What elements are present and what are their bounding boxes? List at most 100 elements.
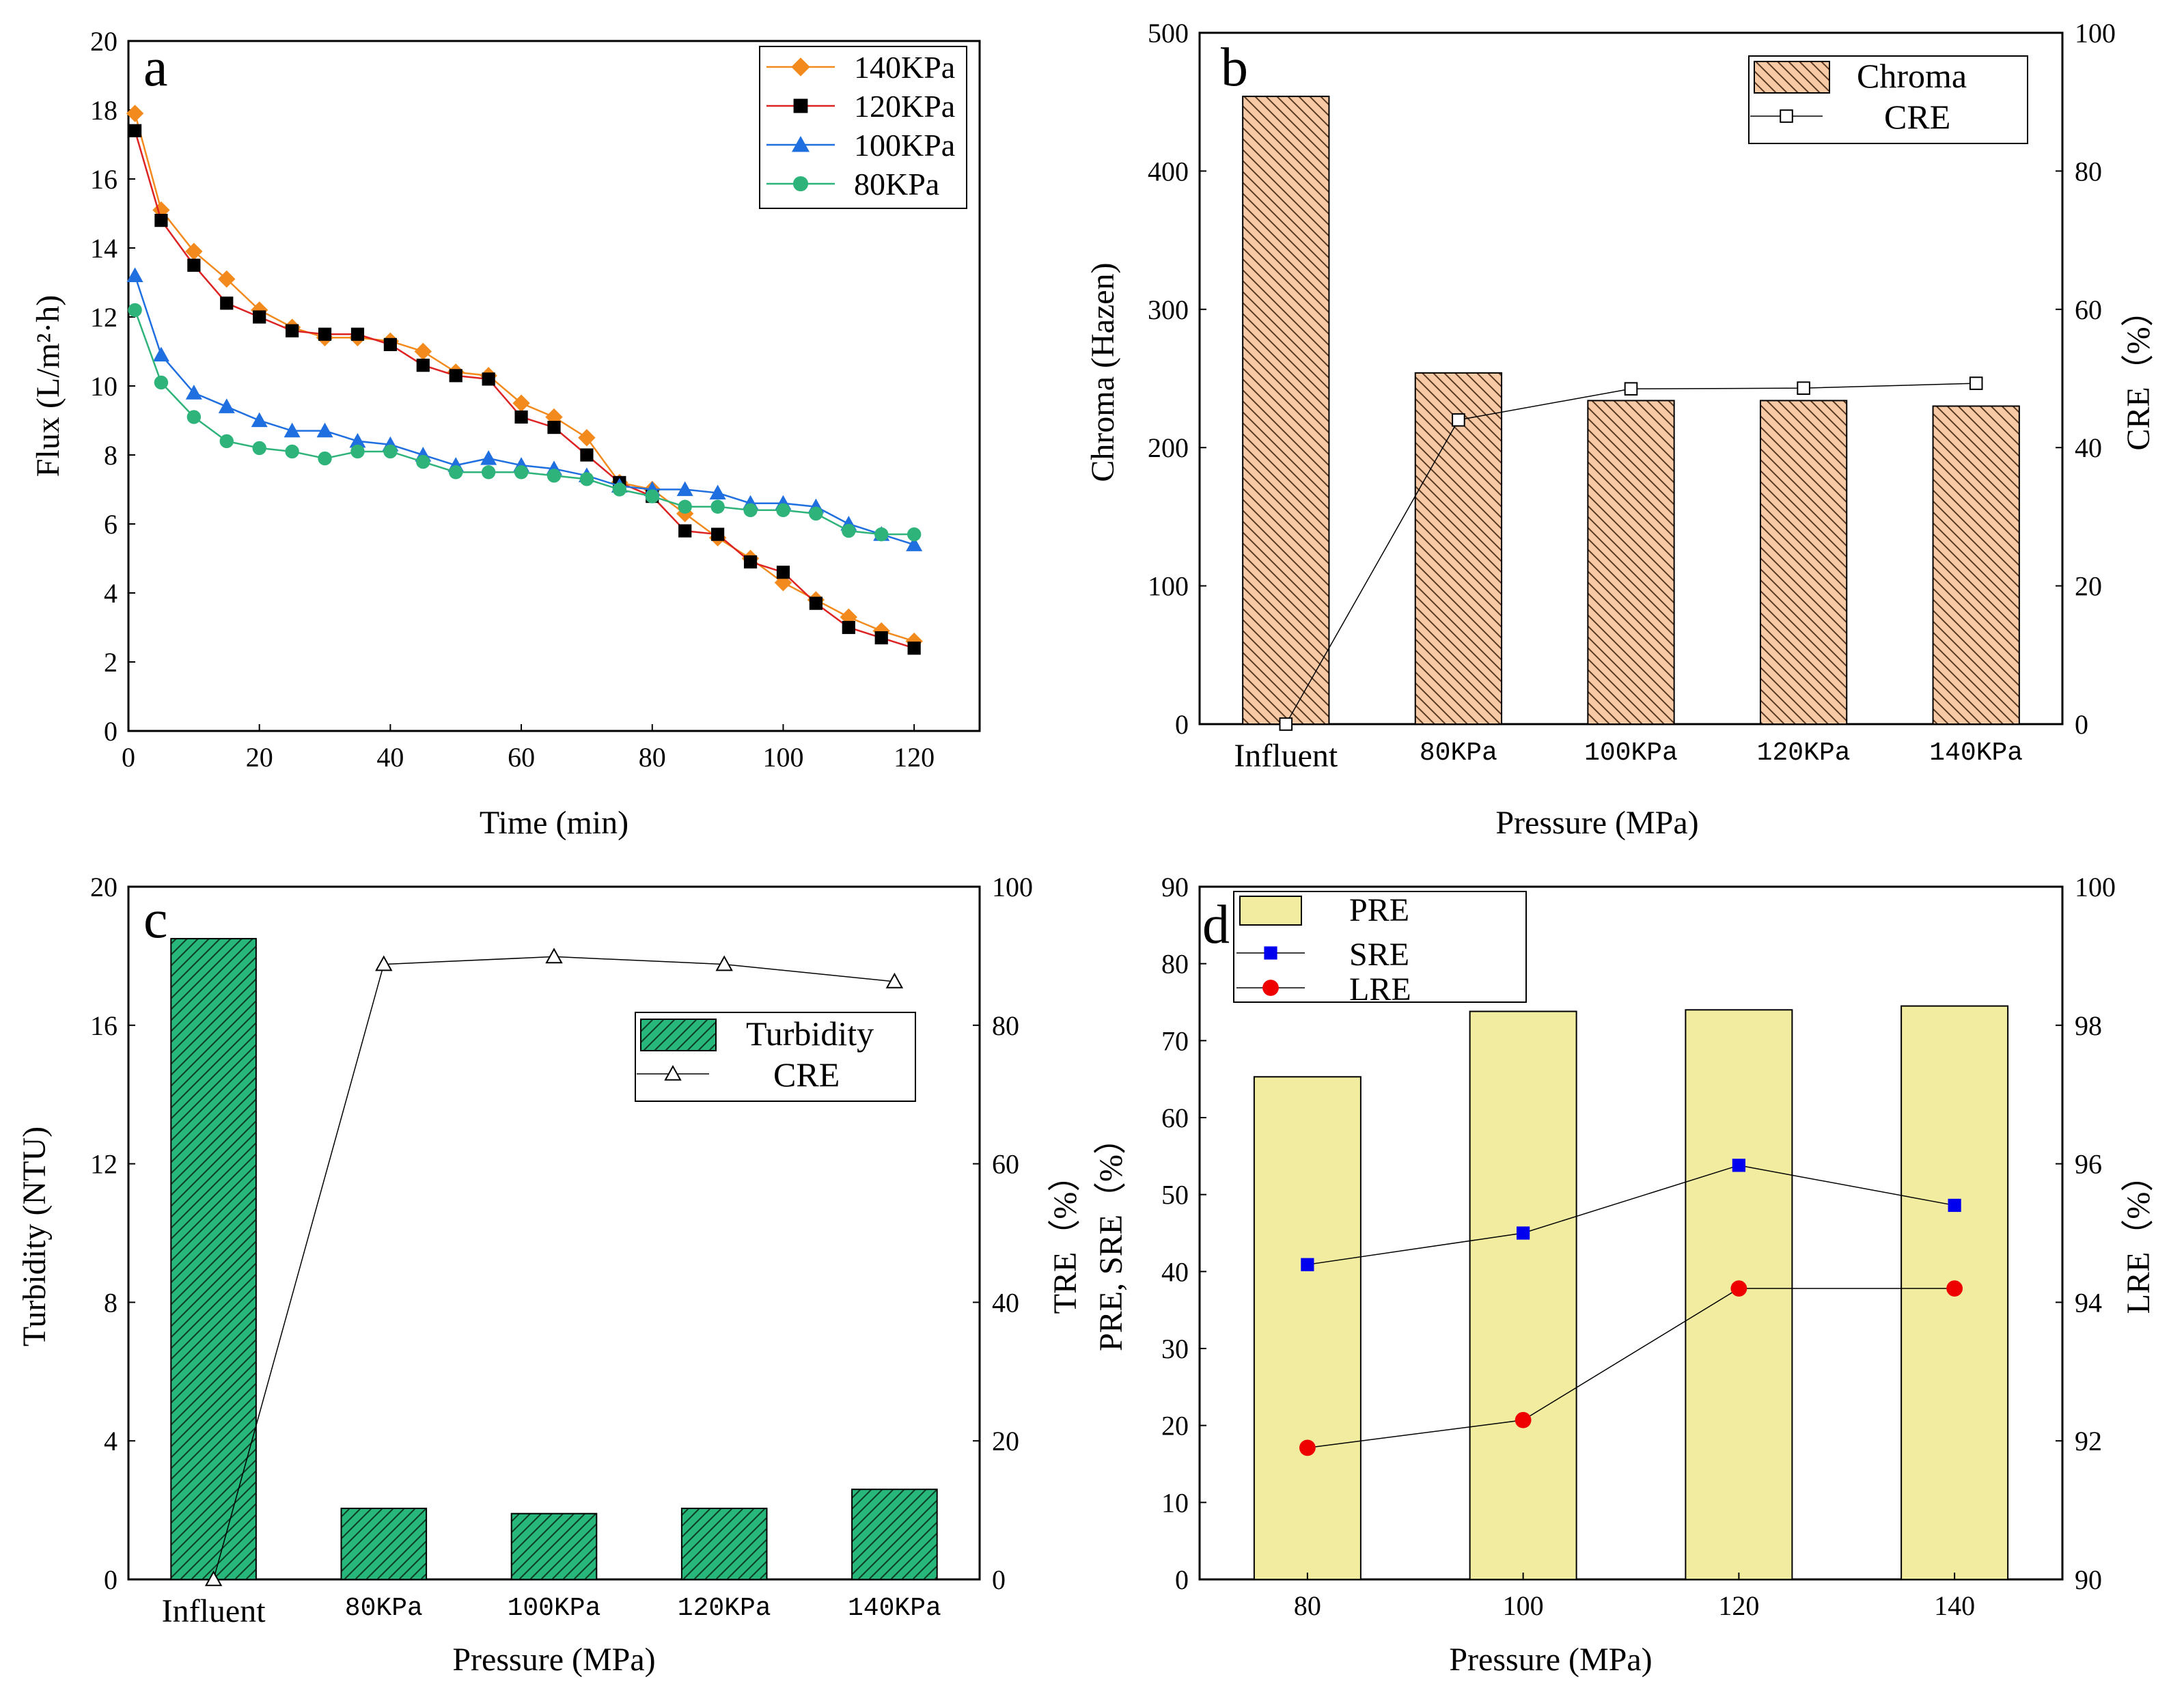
d-legend-swatch [1239,896,1302,926]
panel-d-removal-chart: 0 10 20 30 40 50 60 70 80 90 90 92 94 96 98 100 80 100 120… [1093,872,2157,1678]
panel-a-ylabel: Flux (L/m²·h) [30,295,66,477]
a-point-120KPa [580,448,594,462]
a-legend-label: 140KPa [854,50,955,85]
b-y2-tick-label: 80 [2075,156,2102,186]
a-point-80KPa [285,444,299,459]
a-point-80KPa [481,465,496,480]
b-legend-label-line: CRE [1884,98,1950,136]
d-y-tick-label: 50 [1161,1180,1189,1211]
d-legend-label-sre: SRE [1349,937,1409,973]
panel-a-flux-chart: 0 20 40 60 80 100 120 0 2 4 6 8 10 12 14 16 18 20 a Time … [30,26,981,841]
panel-b-chroma-chart: 0 100 200 300 400 500 0 20 40 60 80 100 Influent 80KP… [1085,18,2157,841]
a-point-100KPa [906,536,923,551]
b-legend-swatch [1754,61,1830,94]
a-legend-marker [792,136,810,152]
d-bar-0 [1253,1076,1361,1580]
a-point-120KPa [187,258,201,272]
panel-b-letter: b [1221,38,1248,98]
panel-d-letter: d [1202,895,1230,955]
a-point-120KPa [449,369,462,383]
a-y-tick-label: 16 [90,164,118,195]
b-x-tick-label: 80KPa [1420,738,1497,768]
d-x-tick-label: 80 [1294,1590,1321,1621]
a-point-140KPa [414,342,432,361]
b-bar-2 [1587,400,1675,725]
a-point-120KPa [678,524,692,538]
a-y-tick-label: 4 [104,578,118,609]
b-line-point [1797,381,1810,395]
panel-b-xlabel: Pressure (MPa) [1495,805,1698,841]
a-point-100KPa [709,484,726,500]
a-point-120KPa [842,620,855,635]
a-point-120KPa [286,324,299,337]
d-y-tick-label: 70 [1161,1025,1189,1056]
a-point-80KPa [318,451,332,466]
a-point-80KPa [907,527,922,542]
c-x-tick-label: 120KPa [678,1594,771,1623]
d-y-tick-label: 30 [1161,1333,1189,1364]
c-y2-tick-label: 0 [992,1564,1006,1595]
d-lre-point [1946,1280,1963,1297]
c-y2-tick-label: 80 [992,1010,1019,1041]
a-x-tick-label: 40 [376,742,404,773]
c-legend-label-bar: Turbidity [746,1014,874,1053]
a-y-tick-label: 8 [104,440,118,471]
b-y-tick-label: 500 [1148,18,1189,49]
a-point-80KPa [809,506,823,521]
b-x-tick-label: Influent [1234,738,1338,774]
a-point-120KPa [220,296,234,310]
a-point-100KPa [126,267,143,282]
a-point-80KPa [514,465,529,480]
b-x-tick-label: 140KPa [1929,738,2023,768]
c-y-tick-label: 20 [90,872,118,902]
a-x-tick-label: 80 [639,742,666,773]
a-point-100KPa [152,346,169,362]
panel-a-letter: a [143,38,168,98]
a-point-120KPa [776,566,790,579]
c-y2-tick-label: 20 [992,1426,1019,1456]
d-y-tick-label: 0 [1175,1564,1189,1595]
a-point-80KPa [383,444,398,459]
b-legend-label-bar: Chroma [1857,57,1967,95]
panel-b-ylabel: Chroma (Hazen) [1085,262,1121,482]
b-line-point [1969,376,1983,390]
d-sre-point [1732,1159,1745,1172]
a-point-80KPa [154,375,169,390]
b-y2-tick-label: 20 [2075,571,2102,602]
panel-c-ylabel: Turbidity (NTU) [16,1126,53,1346]
d-x-tick-label: 100 [1503,1590,1544,1621]
a-point-100KPa [185,385,202,400]
b-line-point [1624,382,1638,396]
c-legend-label-line: CRE [773,1055,840,1094]
a-x-tick-label: 20 [246,742,273,773]
a-point-100KPa [284,422,301,438]
d-y2-tick-label: 98 [2075,1010,2102,1041]
d-legend-label-lre: LRE [1349,971,1411,1008]
a-y-tick-label: 10 [90,371,118,402]
a-y-tick-label: 0 [104,716,118,747]
d-sre-point [1948,1198,1961,1213]
b-y2-tick-label: 100 [2075,18,2116,49]
d-y2-tick-label: 94 [2075,1287,2102,1318]
a-point-80KPa [416,454,430,469]
a-point-120KPa [809,596,823,610]
a-point-80KPa [645,489,659,503]
a-y-tick-label: 14 [90,233,118,264]
c-y2-tick-label: 60 [992,1149,1019,1180]
a-point-120KPa [482,372,495,386]
b-y-tick-label: 300 [1148,294,1189,325]
a-point-100KPa [349,432,366,448]
d-y2-tick-label: 90 [2075,1564,2102,1595]
a-point-120KPa [416,359,430,372]
a-point-100KPa [480,450,497,465]
c-line-point [885,972,904,988]
b-x-tick-label: 120KPa [1757,738,1851,768]
d-x-tick-label: 140 [1934,1590,1975,1621]
c-y2-tick-label: 40 [992,1287,1019,1318]
d-y-tick-label: 10 [1161,1487,1189,1518]
a-point-120KPa [743,555,758,569]
c-bar-4 [851,1489,938,1580]
